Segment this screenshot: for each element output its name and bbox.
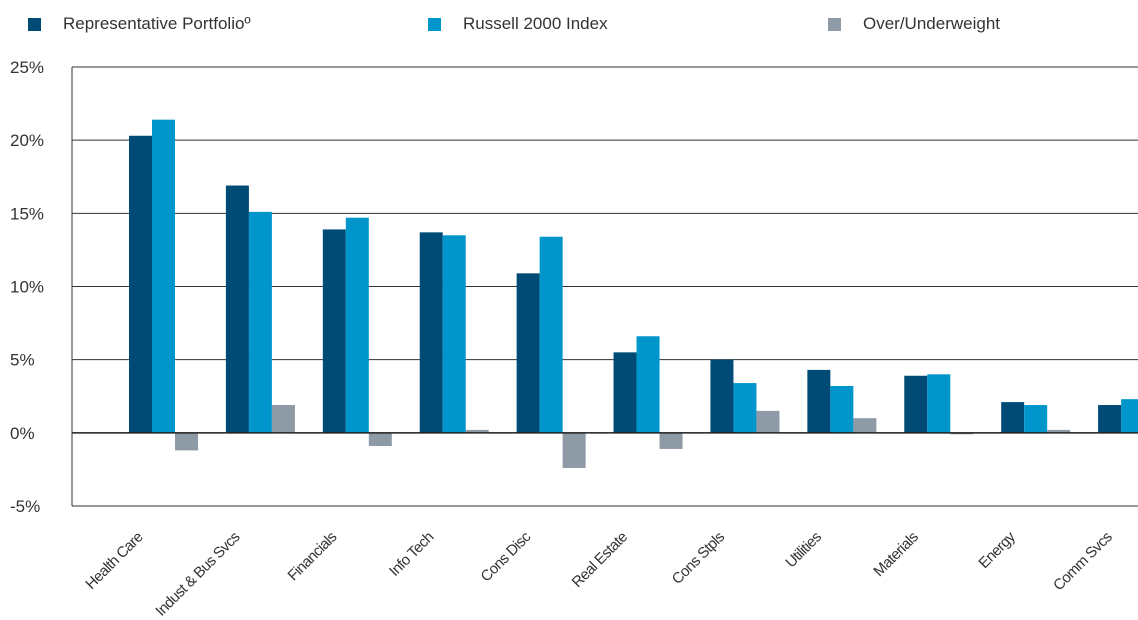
bar-series-0-category-7 <box>807 369 831 433</box>
legend-item-russell-2000: Russell 2000 Index <box>428 12 608 36</box>
bar-series-2-category-1 <box>271 405 295 433</box>
bar-series-1-category-0 <box>152 119 175 433</box>
bar-series-0-category-0 <box>129 135 152 433</box>
y-tick-label-6: -5% <box>10 497 40 516</box>
y-tick-label-2: 15% <box>10 204 44 223</box>
x-tick-label-4: Cons Disc <box>477 528 534 585</box>
legend-item-representative-portfolio: Representative Portfolioº <box>28 12 251 36</box>
bar-series-1-category-1 <box>248 211 272 433</box>
y-tick-label-1: 20% <box>10 131 44 150</box>
x-tick-label-7: Utilities <box>782 529 824 571</box>
legend-swatch-representative-portfolio <box>28 17 41 31</box>
bar-series-1-category-3 <box>442 235 466 433</box>
bar-series-1-category-4 <box>539 236 563 433</box>
bar-series-1-category-6 <box>733 383 757 433</box>
bar-series-2-category-7 <box>853 418 877 433</box>
y-tick-label-3: 10% <box>10 278 44 297</box>
x-tick-label-10: Comm Svcs <box>1050 529 1115 594</box>
bar-series-0-category-4 <box>516 273 540 433</box>
bar-series-2-category-3 <box>465 429 489 433</box>
x-tick-label-0: Health Care <box>82 529 146 593</box>
bar-series-0-category-1 <box>225 185 249 433</box>
x-tick-label-2: Financials <box>285 529 341 585</box>
legend-label-russell-2000: Russell 2000 Index <box>463 14 608 33</box>
y-tick-label-5: 0% <box>10 424 35 443</box>
bar-series-2-category-2 <box>368 432 392 447</box>
bar-series-0-category-5 <box>613 352 637 433</box>
bar-series-0-category-8 <box>904 375 928 433</box>
bar-series-0-category-3 <box>419 232 443 433</box>
legend-swatch-over-underweight <box>828 17 841 31</box>
bar-series-0-category-6 <box>710 359 734 433</box>
y-tick-label-4: 5% <box>10 351 35 370</box>
x-tick-label-9: Energy <box>975 528 1019 572</box>
chart-legend: Representative Portfolioº Russell 2000 I… <box>0 12 1138 36</box>
x-tick-label-6: Cons Stpls <box>669 529 728 588</box>
x-tick-label-1: Indust & Bus Svcs <box>152 529 243 620</box>
bar-series-1-category-10 <box>1121 399 1138 433</box>
bar-series-2-category-4 <box>562 432 586 468</box>
bar-series-2-category-5 <box>659 432 683 449</box>
bar-series-2-category-9 <box>1047 429 1071 433</box>
bar-series-0-category-10 <box>1098 405 1122 433</box>
legend-item-over-underweight: Over/Underweight <box>828 12 1000 36</box>
bar-series-0-category-2 <box>322 229 346 433</box>
bar-series-1-category-9 <box>1024 405 1048 433</box>
bar-series-0-category-9 <box>1001 402 1025 433</box>
legend-swatch-russell-2000 <box>428 17 441 31</box>
bar-series-2-category-6 <box>756 410 780 433</box>
bar-series-1-category-7 <box>830 386 854 433</box>
bar-series-1-category-2 <box>345 217 369 433</box>
bar-series-1-category-5 <box>636 336 660 433</box>
legend-label-representative-portfolio: Representative Portfolioº <box>63 14 251 33</box>
x-tick-label-8: Materials <box>870 529 921 580</box>
x-tick-label-3: Info Tech <box>386 529 437 580</box>
bar-series-1-category-8 <box>927 374 951 433</box>
y-tick-label-0: 25% <box>10 58 44 77</box>
legend-label-over-underweight: Over/Underweight <box>863 14 1001 33</box>
x-tick-label-5: Real Estate <box>569 529 631 591</box>
bar-series-2-category-0 <box>175 432 198 451</box>
